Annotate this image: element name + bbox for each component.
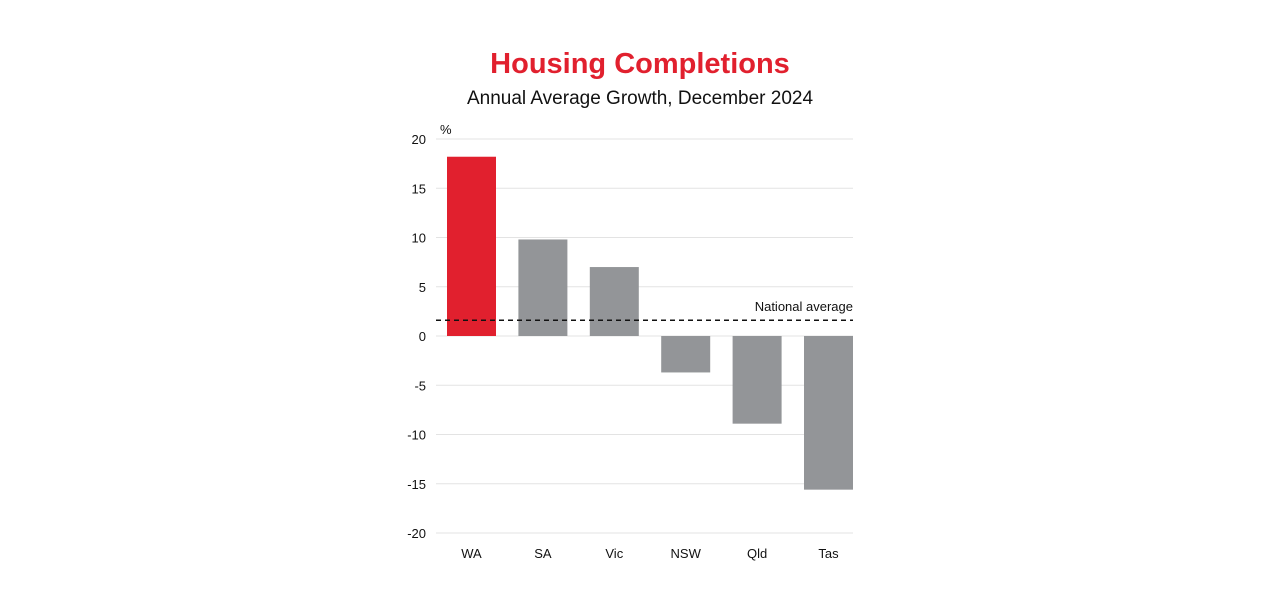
x-tick-label: Tas [818,546,839,561]
bar-nsw [661,336,711,373]
y-axis-unit: % [440,122,452,137]
y-tick-label: -15 [407,477,426,492]
reference-line-group: National average [436,299,853,322]
bar-wa [447,156,496,336]
national-average-label: National average [755,299,853,314]
x-axis-ticks: WA SA Vic NSW Qld Tas [461,546,839,561]
chart-subtitle: Annual Average Growth, December 2024 [467,88,814,109]
x-tick-label: Qld [747,546,767,561]
y-tick-label: 0 [419,329,426,344]
y-tick-label: 20 [412,132,426,147]
x-tick-label: SA [534,546,552,561]
grid-lines [436,138,853,534]
y-tick-label: 5 [419,280,426,295]
y-tick-label: -20 [407,526,426,541]
x-tick-label: NSW [671,546,702,561]
bar-sa [518,239,568,336]
y-tick-label: 10 [412,231,426,246]
x-tick-label: WA [461,546,482,561]
y-axis-ticks: 20 15 10 5 0 -5 -10 -15 -20 [407,132,426,541]
bar-qld [732,336,782,424]
chart-title: Housing Completions [490,48,790,80]
bar-tas [804,336,853,490]
x-tick-label: Vic [605,546,623,561]
y-tick-label: -5 [414,378,426,393]
y-tick-label: 15 [412,181,426,196]
bar-vic [589,267,639,336]
bars [447,156,853,490]
y-tick-label: -10 [407,428,426,443]
